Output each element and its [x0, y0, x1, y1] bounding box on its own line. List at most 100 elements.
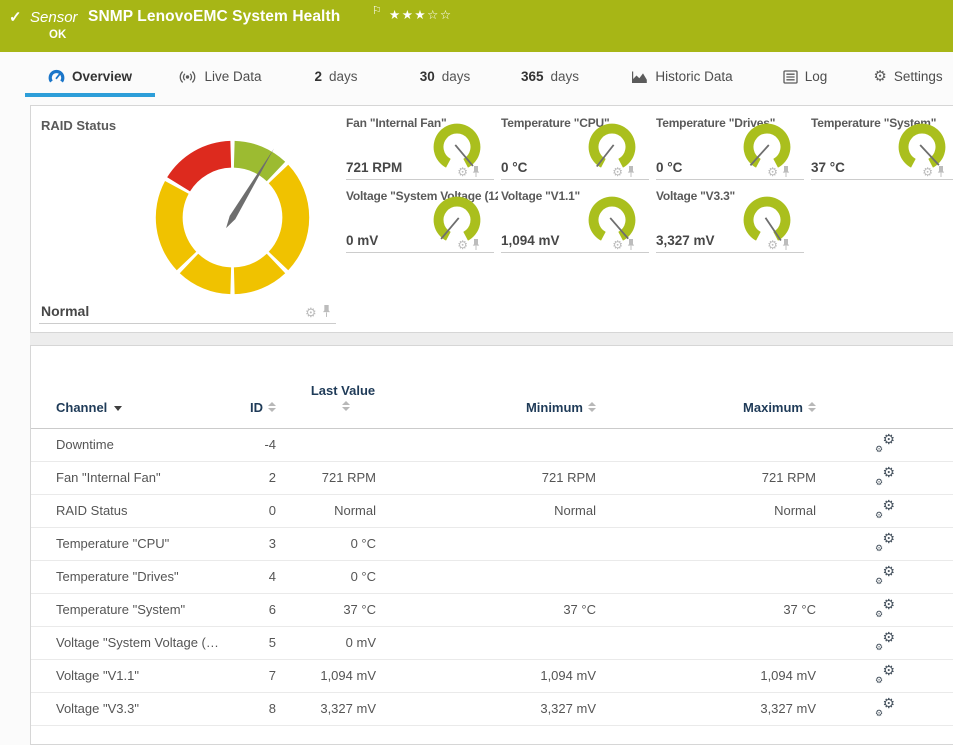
tab-overview[interactable]: Overview	[25, 60, 155, 97]
mini-gauge: Voltage "V1.1" 1,094 mV ⚙	[501, 189, 649, 253]
pin-icon[interactable]	[937, 166, 945, 178]
channel-gauge	[898, 123, 946, 168]
gauge-needle	[919, 144, 940, 166]
sensor-header: ✓ Sensor SNMP LenovoEMC System Health ⚐ …	[0, 0, 953, 52]
gauge-value: 3,327 mV	[656, 233, 715, 248]
raid-gauge-actions: ⚙	[305, 305, 331, 320]
mini-gauge: Temperature "System" 37 °C ⚙	[811, 116, 953, 180]
tab-historic-data[interactable]: Historic Data	[618, 60, 746, 93]
divider	[39, 323, 336, 324]
channel-settings-icon[interactable]: ⚙ ⚙	[875, 562, 895, 586]
column-header-channel[interactable]: Channel	[31, 346, 221, 429]
sort-icon[interactable]	[341, 401, 350, 412]
sort-icon[interactable]	[808, 402, 816, 413]
area-chart-icon	[631, 70, 648, 84]
cell-id: 2	[221, 461, 276, 495]
panel-gap	[30, 333, 953, 345]
pin-icon[interactable]	[627, 166, 635, 178]
gauge-title: Temperature "CPU"	[501, 116, 610, 130]
gauge-title: Temperature "System"	[811, 116, 937, 130]
cell-minimum: 1,094 mV	[376, 659, 596, 693]
tab-number: 365	[520, 69, 544, 84]
pin-icon[interactable]	[782, 239, 790, 251]
mini-gauge: Temperature "Drives" 0 °C ⚙	[656, 116, 804, 180]
cell-id: 8	[221, 692, 276, 726]
channel-settings-icon[interactable]: ⚙ ⚙	[875, 661, 895, 685]
column-header-minimum[interactable]: Minimum	[376, 346, 596, 429]
tab-2-days[interactable]: 2 days	[300, 60, 372, 93]
flag-icon[interactable]: ⚐	[372, 5, 382, 17]
tab-live-data[interactable]: Live Data	[168, 60, 272, 93]
channel-settings-icon[interactable]: ⚙ ⚙	[875, 694, 895, 718]
tab-label: Overview	[71, 69, 133, 84]
mini-gauge: Fan "Internal Fan" 721 RPM ⚙	[346, 116, 494, 180]
tab-log[interactable]: Log	[772, 60, 838, 93]
cell-last-value: 0 mV	[276, 626, 376, 660]
channel-settings-icon[interactable]: ⚙ ⚙	[875, 496, 895, 520]
gauge-needle	[609, 217, 629, 240]
cell-minimum: 3,327 mV	[376, 692, 596, 726]
gauge-settings-icon[interactable]: ⚙	[612, 165, 623, 179]
channel-settings-icon[interactable]: ⚙ ⚙	[875, 628, 895, 652]
cell-channel: Downtime	[31, 428, 221, 462]
tab-365-days[interactable]: 365 days	[503, 60, 597, 93]
cell-id: -4	[221, 428, 276, 462]
raid-segment-yellow	[233, 253, 286, 295]
pin-icon[interactable]	[472, 166, 480, 178]
mini-gauge: Voltage "V3.3" 3,327 mV ⚙	[656, 189, 804, 253]
column-header-last-value[interactable]: Last Value	[276, 346, 376, 429]
channel-gauge	[743, 196, 791, 242]
cell-actions: ⚙ ⚙	[816, 461, 953, 495]
tab-label: Live Data	[204, 69, 262, 84]
gauge-settings-icon[interactable]: ⚙	[922, 165, 933, 179]
channel-settings-icon[interactable]: ⚙ ⚙	[875, 430, 895, 454]
pin-icon[interactable]	[472, 239, 480, 251]
cell-id: 5	[221, 626, 276, 660]
gauge-value: 0 mV	[346, 233, 379, 248]
gauge-settings-icon[interactable]: ⚙	[767, 165, 778, 179]
gauge-title: Fan "Internal Fan"	[346, 116, 447, 130]
channels-panel: Channel ID Last Value Minimum Maximum Downt…	[30, 345, 953, 745]
priority-stars[interactable]: ★★★☆☆	[389, 8, 453, 22]
table-row: Voltage "V1.1" 7 1,094 mV 1,094 mV 1,094 mV ⚙…	[31, 659, 953, 693]
pin-icon[interactable]	[782, 166, 790, 178]
cell-minimum	[376, 626, 596, 660]
gear-icon: ⚙	[873, 67, 887, 85]
cell-actions: ⚙ ⚙	[816, 626, 953, 660]
cell-actions: ⚙ ⚙	[816, 659, 953, 693]
cell-minimum: 37 °C	[376, 593, 596, 627]
tab-30-days[interactable]: 30 days	[402, 60, 488, 93]
channel-settings-icon[interactable]: ⚙ ⚙	[875, 463, 895, 487]
pin-icon[interactable]	[322, 305, 331, 318]
gauge-settings-icon[interactable]: ⚙	[767, 238, 778, 252]
cell-minimum	[376, 428, 596, 462]
sort-desc-icon[interactable]	[114, 405, 123, 411]
raid-segment-red	[167, 140, 232, 192]
gauge-value: 0 °C	[501, 160, 528, 175]
gauge-actions: ⚙	[922, 166, 945, 178]
gauge-actions: ⚙	[612, 166, 635, 178]
channel-settings-icon[interactable]: ⚙ ⚙	[875, 529, 895, 553]
gauge-settings-icon[interactable]: ⚙	[305, 305, 317, 320]
pin-icon[interactable]	[627, 239, 635, 251]
cell-last-value: 1,094 mV	[276, 659, 376, 693]
tab-settings[interactable]: ⚙ Settings	[862, 60, 953, 93]
cell-actions: ⚙ ⚙	[816, 428, 953, 462]
mini-gauge: Voltage "System Voltage (12… 0 mV ⚙	[346, 189, 498, 253]
sort-icon[interactable]	[588, 402, 596, 413]
tab-label: Historic Data	[655, 69, 733, 84]
raid-segment-yellow	[268, 164, 310, 271]
gauge-settings-icon[interactable]: ⚙	[612, 238, 623, 252]
gauge-settings-icon[interactable]: ⚙	[457, 165, 468, 179]
sort-icon[interactable]	[268, 402, 276, 413]
column-header-id[interactable]: ID	[221, 346, 276, 429]
gauge-settings-icon[interactable]: ⚙	[457, 238, 468, 252]
raid-segment-yellow	[155, 181, 197, 271]
cell-maximum	[596, 428, 816, 462]
tab-number: 30	[419, 69, 435, 84]
cell-actions: ⚙ ⚙	[816, 593, 953, 627]
gauge-title: Voltage "V1.1"	[501, 189, 581, 203]
cell-actions: ⚙ ⚙	[816, 494, 953, 528]
channel-settings-icon[interactable]: ⚙ ⚙	[875, 595, 895, 619]
column-header-maximum[interactable]: Maximum	[596, 346, 816, 429]
